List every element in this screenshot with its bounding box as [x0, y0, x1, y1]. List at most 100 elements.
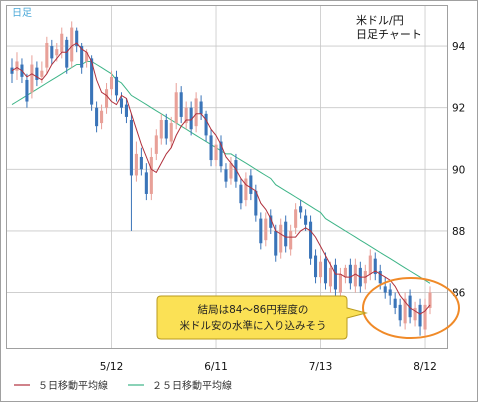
- candle-body: [403, 298, 407, 324]
- candle-body: [70, 27, 74, 62]
- candle: [109, 70, 114, 96]
- candle-body: [249, 175, 253, 194]
- candle: [124, 98, 128, 124]
- candle: [294, 203, 298, 234]
- candle-body: [169, 123, 173, 142]
- candle: [388, 283, 392, 305]
- candle-body: [40, 70, 44, 77]
- annotation-line-1: 結局は84～86円程度の: [198, 303, 309, 316]
- candle: [65, 36, 69, 74]
- candle: [314, 249, 318, 284]
- candle: [403, 292, 407, 330]
- candle: [45, 36, 49, 74]
- candle-body: [164, 120, 168, 139]
- candle-body: [129, 120, 133, 176]
- candle-body: [100, 110, 104, 124]
- candle-body: [15, 61, 19, 71]
- candle-body: [304, 215, 308, 225]
- candle: [284, 215, 288, 253]
- highlight-ellipse: [362, 277, 460, 339]
- candle: [333, 258, 337, 296]
- candle: [75, 27, 79, 53]
- candle: [219, 135, 223, 173]
- candle-body: [105, 89, 109, 108]
- candle-body: [109, 76, 114, 90]
- candle: [25, 73, 29, 108]
- candle-body: [284, 221, 288, 247]
- candle: [194, 92, 198, 133]
- candle-body: [80, 46, 84, 68]
- candle-body: [398, 304, 402, 321]
- candle: [289, 224, 293, 256]
- candle-body: [114, 76, 119, 96]
- candle: [139, 147, 143, 176]
- plot-frame: [6, 5, 448, 349]
- y-tick-label: 90: [452, 164, 465, 176]
- candle: [209, 129, 213, 167]
- candle-body: [309, 221, 313, 259]
- period-label: 日足: [12, 7, 32, 19]
- candle-body: [224, 169, 228, 182]
- candle-body: [353, 264, 357, 287]
- candle: [398, 298, 402, 327]
- candle-body: [378, 270, 382, 284]
- candle: [70, 21, 74, 68]
- candle-body: [338, 274, 342, 293]
- candle-body: [343, 267, 347, 278]
- candle: [105, 83, 109, 114]
- legend-label-ma25: ２５日移動平均線: [152, 379, 232, 392]
- candle: [408, 289, 412, 324]
- candle-body: [149, 156, 153, 194]
- candle: [114, 70, 119, 102]
- candle-body: [60, 33, 64, 53]
- candle-layer: [10, 21, 432, 336]
- candle-body: [229, 163, 233, 179]
- candle-body: [55, 49, 59, 56]
- candle: [30, 55, 34, 99]
- candle-body: [219, 141, 223, 167]
- candle-body: [214, 144, 218, 161]
- candle: [279, 218, 283, 259]
- candle-body: [428, 292, 432, 308]
- candle: [383, 277, 387, 299]
- y-tick-label: 88: [452, 226, 465, 238]
- candle-body: [65, 39, 69, 68]
- candle: [244, 172, 248, 207]
- candle-body: [318, 261, 323, 278]
- candle-body: [274, 230, 278, 256]
- candle: [164, 113, 168, 145]
- candle-body: [254, 190, 258, 216]
- candle-body: [154, 135, 158, 154]
- candle-body: [373, 258, 377, 275]
- candle: [229, 156, 233, 185]
- candle: [149, 147, 153, 201]
- candle: [179, 86, 183, 124]
- y-tick-label: 94: [452, 41, 466, 53]
- candle: [10, 58, 14, 84]
- candle: [90, 55, 94, 111]
- candle: [80, 42, 84, 74]
- candle-body: [10, 67, 14, 74]
- candle-body: [418, 304, 422, 327]
- candle-body: [383, 286, 387, 293]
- candle: [50, 39, 54, 65]
- candle-body: [328, 267, 333, 287]
- candle-body: [289, 230, 293, 250]
- candle: [169, 116, 173, 148]
- candle-body: [199, 101, 203, 114]
- candle-body: [45, 42, 49, 68]
- candle-body: [189, 107, 193, 130]
- candle-body: [144, 172, 148, 194]
- candle-body: [234, 160, 238, 182]
- candle: [95, 101, 99, 133]
- candle: [204, 110, 208, 142]
- candle: [413, 301, 417, 327]
- candle: [199, 95, 203, 120]
- candle-body: [388, 289, 392, 296]
- candle: [259, 212, 263, 250]
- candle: [309, 215, 313, 265]
- candle: [234, 153, 238, 188]
- candle-body: [179, 92, 183, 117]
- candle: [318, 255, 323, 284]
